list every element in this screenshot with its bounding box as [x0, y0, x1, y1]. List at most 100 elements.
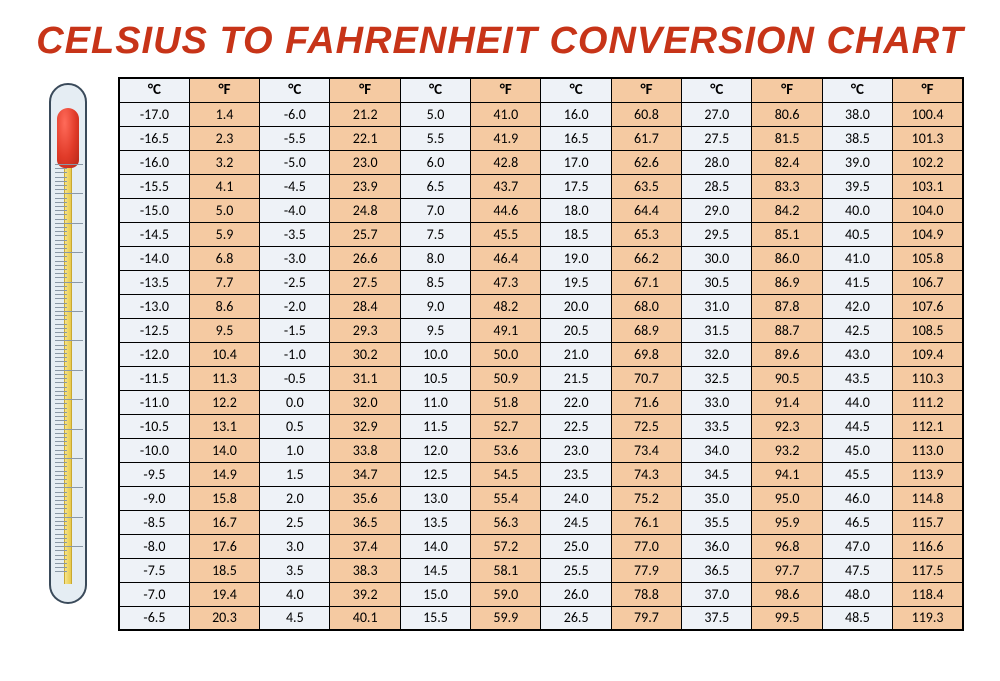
thermometer-tick [55, 517, 83, 518]
cell-fahrenheit: 68.0 [611, 294, 681, 318]
thermometer-illustration [18, 77, 118, 623]
col-header-fahrenheit: °F [611, 78, 681, 102]
cell-fahrenheit: 16.7 [189, 510, 259, 534]
thermometer-tick [55, 441, 67, 442]
thermometer-tick [55, 458, 83, 459]
cell-celsius: 21.5 [541, 366, 611, 390]
thermometer-tick [55, 185, 67, 186]
thermometer-tick [55, 366, 67, 367]
cell-fahrenheit: 74.3 [611, 462, 681, 486]
cell-fahrenheit: 67.1 [611, 270, 681, 294]
thermometer-tick [55, 235, 67, 236]
col-header-fahrenheit: °F [893, 78, 963, 102]
thermometer-tick [55, 534, 67, 535]
cell-fahrenheit: 113.0 [893, 438, 963, 462]
cell-celsius: 38.0 [822, 102, 892, 126]
thermometer-tick [55, 571, 67, 572]
cell-celsius: -6.5 [119, 606, 189, 630]
thermometer-tick [55, 244, 67, 245]
thermometer-tick [55, 172, 67, 173]
cell-fahrenheit: 15.8 [189, 486, 259, 510]
cell-fahrenheit: 82.4 [752, 150, 822, 174]
cell-fahrenheit: 44.6 [471, 198, 541, 222]
thermometer-tick [55, 315, 67, 316]
thermometer-tick [55, 361, 67, 362]
cell-fahrenheit: 10.4 [189, 342, 259, 366]
table-row: -9.015.82.035.613.055.424.075.235.095.04… [119, 486, 963, 510]
thermometer-tick [55, 198, 67, 199]
cell-celsius: -16.5 [119, 126, 189, 150]
cell-celsius: 0.5 [260, 414, 330, 438]
thermometer-tick [55, 357, 67, 358]
cell-fahrenheit: 118.4 [893, 582, 963, 606]
cell-celsius: -10.0 [119, 438, 189, 462]
cell-celsius: 12.0 [400, 438, 470, 462]
thermometer-tick [55, 206, 67, 207]
thermometer-tick [55, 286, 67, 287]
cell-fahrenheit: 85.1 [752, 222, 822, 246]
cell-fahrenheit: 78.8 [611, 582, 681, 606]
table-row: -8.017.63.037.414.057.225.077.036.096.84… [119, 534, 963, 558]
cell-fahrenheit: 96.8 [752, 534, 822, 558]
thermometer-tick [55, 542, 67, 543]
col-header-celsius: °C [682, 78, 752, 102]
thermometer-tick [55, 546, 83, 547]
cell-fahrenheit: 48.2 [471, 294, 541, 318]
cell-celsius: 35.5 [682, 510, 752, 534]
cell-fahrenheit: 40.1 [330, 606, 400, 630]
col-header-celsius: °C [541, 78, 611, 102]
thermometer-tick [55, 202, 67, 203]
thermometer-tick [55, 332, 67, 333]
cell-fahrenheit: 54.5 [471, 462, 541, 486]
cell-fahrenheit: 26.6 [330, 246, 400, 270]
cell-fahrenheit: 104.9 [893, 222, 963, 246]
cell-celsius: 46.5 [822, 510, 892, 534]
cell-fahrenheit: 14.9 [189, 462, 259, 486]
cell-fahrenheit: 92.3 [752, 414, 822, 438]
cell-fahrenheit: 47.3 [471, 270, 541, 294]
thermometer-tick [55, 345, 67, 346]
cell-celsius: 39.0 [822, 150, 892, 174]
cell-celsius: 2.5 [260, 510, 330, 534]
cell-celsius: 5.5 [400, 126, 470, 150]
cell-fahrenheit: 108.5 [893, 318, 963, 342]
cell-celsius: -12.0 [119, 342, 189, 366]
cell-celsius: 4.5 [260, 606, 330, 630]
cell-fahrenheit: 90.5 [752, 366, 822, 390]
cell-celsius: 9.5 [400, 318, 470, 342]
cell-fahrenheit: 89.6 [752, 342, 822, 366]
cell-fahrenheit: 19.4 [189, 582, 259, 606]
thermometer-tick [55, 433, 67, 434]
cell-fahrenheit: 42.8 [471, 150, 541, 174]
cell-celsius: 39.5 [822, 174, 892, 198]
thermometer-tick [55, 395, 67, 396]
cell-fahrenheit: 3.2 [189, 150, 259, 174]
cell-celsius: 43.0 [822, 342, 892, 366]
cell-celsius: -13.5 [119, 270, 189, 294]
cell-fahrenheit: 91.4 [752, 390, 822, 414]
thermometer-tick [55, 277, 67, 278]
thermometer-tick [55, 483, 67, 484]
cell-fahrenheit: 62.6 [611, 150, 681, 174]
cell-fahrenheit: 109.4 [893, 342, 963, 366]
thermometer-tick [55, 370, 83, 371]
thermometer-tick [55, 559, 67, 560]
thermometer-tick [55, 248, 67, 249]
cell-celsius: 45.5 [822, 462, 892, 486]
cell-fahrenheit: 46.4 [471, 246, 541, 270]
cell-celsius: 15.0 [400, 582, 470, 606]
cell-celsius: 32.5 [682, 366, 752, 390]
cell-celsius: 34.0 [682, 438, 752, 462]
cell-celsius: 8.5 [400, 270, 470, 294]
thermometer-tick [55, 403, 67, 404]
cell-fahrenheit: 86.9 [752, 270, 822, 294]
cell-fahrenheit: 24.8 [330, 198, 400, 222]
thermometer-tick [55, 391, 67, 392]
thermometer-tick [55, 492, 67, 493]
thermometer-tick [55, 214, 67, 215]
cell-fahrenheit: 64.4 [611, 198, 681, 222]
cell-celsius: 43.5 [822, 366, 892, 390]
cell-celsius: 13.5 [400, 510, 470, 534]
table-row: -15.54.1-4.523.96.543.717.563.528.583.33… [119, 174, 963, 198]
cell-celsius: 33.5 [682, 414, 752, 438]
